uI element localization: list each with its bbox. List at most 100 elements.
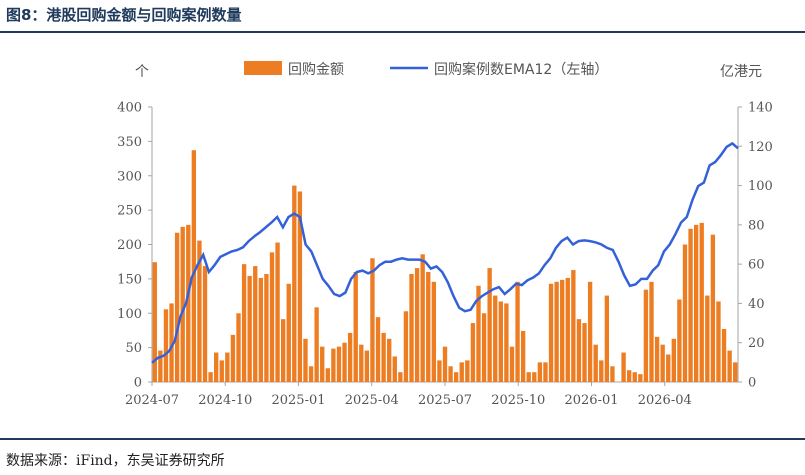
repurchase-amount-bar [308, 366, 314, 382]
x-tick-label: 2025-10 [491, 393, 545, 408]
x-tick-label: 2025-04 [345, 393, 399, 408]
x-tick-label: 2025-07 [418, 393, 472, 408]
legend-bar-swatch [244, 61, 282, 75]
repurchase-amount-bar [342, 342, 347, 382]
repurchase-amount-bar [654, 336, 660, 382]
right-tick-label: 20 [748, 336, 765, 351]
repurchase-amount-bar [320, 346, 325, 382]
repurchase-amount-bar [626, 370, 632, 382]
left-tick-label: 400 [117, 101, 142, 116]
repurchase-amount-bar [191, 150, 197, 382]
repurchase-amount-bar [180, 226, 185, 382]
left-axis-unit: 个 [135, 64, 149, 80]
left-tick-label: 150 [117, 272, 142, 287]
repurchase-amount-bar [269, 252, 275, 382]
repurchase-amount-bar [677, 299, 682, 382]
repurchase-amount-bar [292, 185, 297, 382]
x-tick-label: 2024-10 [198, 393, 252, 408]
repurchase-amount-bar [643, 289, 649, 382]
x-tick-label: 2025-01 [271, 393, 325, 408]
repurchase-amount-bar [325, 368, 330, 382]
repurchase-amount-bar [219, 360, 224, 382]
repurchase-amount-bar [493, 295, 498, 382]
title-divider [0, 31, 805, 33]
repurchase-amount-bar [520, 330, 526, 382]
left-tick-label: 50 [125, 341, 142, 356]
left-tick-label: 300 [117, 169, 142, 184]
repurchase-amount-bar [554, 281, 559, 382]
left-tick-label: 200 [117, 238, 142, 253]
repurchase-amount-bar [604, 295, 610, 382]
left-tick-label: 250 [117, 204, 142, 219]
repurchase-amount-bar [375, 317, 381, 382]
repurchase-amount-bar [610, 366, 615, 382]
repurchase-amount-bar [236, 313, 241, 382]
chart: 0 50 100 150 200 250 300 350 400 0 20 40 60 80 100 120… [117, 61, 773, 408]
repurchase-amount-bar [688, 228, 693, 382]
repurchase-amount-bar [431, 281, 437, 382]
ema-line-series [151, 141, 739, 364]
repurchase-amount-bar [693, 224, 699, 382]
repurchase-amount-bar [515, 281, 520, 382]
repurchase-amount-bar [599, 360, 604, 382]
repurchase-amount-bar [571, 270, 576, 382]
repurchase-amount-bar [548, 283, 554, 382]
repurchase-amount-bar [459, 362, 464, 382]
repurchase-amount-bar [621, 352, 626, 382]
repurchase-amount-bar [660, 344, 665, 382]
repurchase-amount-bar [347, 332, 353, 382]
repurchase-amount-bar [230, 334, 236, 382]
repurchase-amount-bar [258, 277, 264, 382]
repurchase-amount-bar [353, 272, 358, 382]
repurchase-amount-bar [487, 268, 492, 382]
repurchase-amount-bar [392, 356, 397, 382]
repurchase-amount-bar [202, 266, 208, 382]
right-axis-unit: 亿港元 [720, 64, 762, 80]
repurchase-amount-bar [716, 301, 721, 382]
right-tick-label: 120 [748, 140, 773, 155]
repurchase-amount-bar [409, 273, 414, 382]
legend: 回购金额 回购案例数EMA12（左轴） [244, 61, 608, 78]
repurchase-amount-bar [537, 362, 543, 382]
repurchase-amount-bar [526, 372, 531, 382]
repurchase-amount-bar [264, 273, 269, 382]
repurchase-amount-bar [303, 338, 308, 382]
legend-bar-label: 回购金额 [288, 62, 344, 78]
repurchase-amount-bar [710, 234, 716, 382]
repurchase-amount-bar [359, 344, 364, 382]
left-tick-label: 0 [134, 376, 142, 391]
repurchase-amount-bar [280, 319, 286, 382]
repurchase-amount-bar [532, 372, 537, 382]
repurchase-amount-bar [437, 360, 442, 382]
right-axis-ticks: 0 20 40 60 80 100 120 140 [738, 101, 773, 391]
repurchase-amount-bar [286, 283, 291, 382]
repurchase-amount-bar [504, 303, 509, 382]
repurchase-amount-bar [370, 258, 375, 382]
repurchase-amount-bar [174, 232, 180, 382]
repurchase-amount-bar [364, 350, 370, 382]
repurchase-amount-bar [582, 323, 587, 382]
repurchase-amount-bar [476, 285, 481, 382]
repurchase-amount-bar [593, 344, 598, 382]
right-tick-label: 0 [748, 376, 756, 391]
right-tick-label: 60 [748, 258, 765, 273]
x-tick-label: 2026-01 [564, 393, 618, 408]
page-title: 图8：港股回购金额与回购案例数量 [6, 6, 242, 24]
repurchase-amount-bar [225, 352, 230, 382]
repurchase-amount-bar [565, 277, 570, 382]
right-tick-label: 40 [748, 297, 765, 312]
repurchase-amount-bar [576, 319, 582, 382]
repurchase-amount-bar [671, 338, 676, 382]
repurchase-amount-bar [453, 372, 459, 382]
repurchase-amount-bar [543, 362, 548, 382]
repurchase-amount-bar [587, 281, 593, 382]
repurchase-amount-bar [241, 264, 247, 382]
repurchase-amount-bar [398, 372, 403, 382]
x-tick-label: 2024-07 [125, 393, 179, 408]
footer-divider [0, 438, 805, 440]
repurchase-amount-bar [426, 272, 431, 382]
repurchase-amount-bar [727, 350, 732, 382]
repurchase-amount-bar [253, 266, 258, 382]
right-tick-label: 80 [748, 218, 765, 233]
source-note: 数据来源：iFind，东吴证券研究所 [6, 453, 225, 469]
